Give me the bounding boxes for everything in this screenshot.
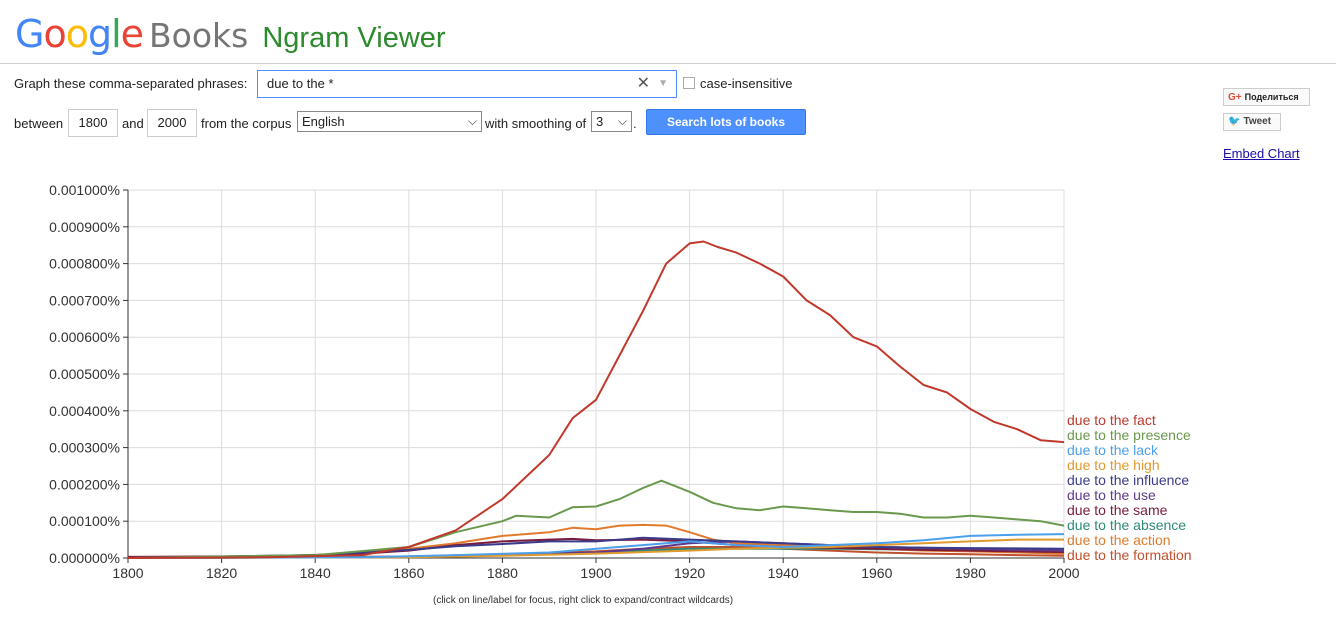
phrases-label: Graph these comma-separated phrases: [14, 76, 248, 91]
legend-label[interactable]: due to the absence [1067, 517, 1186, 533]
series-line[interactable] [127, 240, 1065, 559]
chevron-down-icon[interactable]: ▼ [658, 78, 668, 89]
clear-icon[interactable]: ✕ [636, 75, 650, 92]
chevron-down-icon: ⌵ [617, 114, 627, 128]
series-line[interactable] [127, 536, 1065, 559]
y-tick-label: 0.000100% [49, 513, 120, 529]
x-tick-label: 1820 [206, 565, 237, 581]
tweet-label: Tweet [1243, 116, 1272, 127]
between-label: between [14, 116, 64, 131]
start-year-input[interactable]: 1800 [68, 109, 118, 137]
legend-label[interactable]: due to the same [1067, 502, 1168, 518]
legend-label[interactable]: due to the presence [1067, 427, 1191, 443]
x-tick-label: 1840 [300, 565, 331, 581]
x-tick-label: 1940 [768, 565, 799, 581]
legend-label[interactable]: due to the fact [1067, 412, 1156, 428]
google-plus-icon: G+ [1228, 92, 1242, 103]
gplus-share-button[interactable]: G+ Поделиться [1223, 88, 1310, 106]
gplus-share-label: Поделиться [1244, 92, 1299, 102]
y-tick-label: 0.000400% [49, 403, 120, 419]
corpus-select[interactable]: English ⌵ [297, 111, 482, 132]
embed-chart-link[interactable]: Embed Chart [1223, 146, 1300, 161]
y-tick-label: 0.000600% [49, 329, 120, 345]
header-divider [0, 63, 1336, 64]
y-tick-label: 0.000900% [49, 219, 120, 235]
app-title: Ngram Viewer [262, 22, 446, 54]
x-tick-label: 1860 [393, 565, 424, 581]
x-tick-label: 1900 [580, 565, 611, 581]
search-button[interactable]: Search lots of books [646, 109, 806, 135]
y-tick-label: 0.000500% [49, 366, 120, 382]
y-tick-label: 0.000700% [49, 292, 120, 308]
corpus-value: English [302, 114, 345, 129]
y-tick-label: 0.001000% [49, 182, 120, 198]
logo-letter: o [65, 12, 89, 56]
and-label: and [122, 116, 144, 131]
logo-letter: l [111, 12, 122, 56]
y-tick-label: 0.000000% [49, 550, 120, 566]
x-tick-label: 1960 [861, 565, 892, 581]
case-insensitive-label: case-insensitive [700, 76, 793, 91]
logo-letter: g [87, 12, 112, 56]
series-line[interactable] [127, 533, 1065, 559]
query-value: due to the * [267, 76, 334, 91]
legend-label[interactable]: due to the high [1067, 457, 1160, 473]
corpus-label: from the corpus [201, 116, 292, 131]
series-line[interactable] [127, 479, 1065, 559]
y-tick-label: 0.000300% [49, 440, 120, 456]
logo-letter: o [43, 12, 66, 56]
twitter-bird-icon: 🐦 [1228, 116, 1241, 127]
legend-label[interactable]: due to the lack [1067, 442, 1159, 458]
logo-google: Google [15, 12, 144, 56]
logo-letter: e [120, 12, 144, 56]
chevron-down-icon: ⌵ [467, 114, 477, 128]
google-books-logo[interactable]: Google Books Ngram Viewer [15, 12, 446, 62]
phrase-search-input[interactable]: due to the * ✕ ▼ [257, 70, 677, 98]
smoothing-select[interactable]: 3 ⌵ [591, 111, 632, 132]
period: . [633, 116, 637, 131]
y-tick-label: 0.000800% [49, 256, 120, 272]
logo-letter: G [15, 12, 44, 56]
x-tick-label: 1880 [487, 565, 518, 581]
x-tick-label: 2000 [1048, 565, 1079, 581]
x-tick-label: 1800 [112, 565, 143, 581]
legend-label[interactable]: due to the action [1067, 532, 1171, 548]
smoothing-label: with smoothing of [485, 116, 587, 131]
chart-footer-note: (click on line/label for focus, right cl… [433, 595, 734, 606]
legend-label[interactable]: due to the use [1067, 487, 1156, 503]
case-insensitive-checkbox[interactable] [683, 77, 695, 89]
y-tick-label: 0.000200% [49, 476, 120, 492]
x-tick-label: 1980 [955, 565, 986, 581]
legend-label[interactable]: due to the influence [1067, 472, 1189, 488]
tweet-button[interactable]: 🐦 Tweet [1223, 113, 1281, 131]
logo-books: Books [149, 16, 249, 55]
smoothing-value: 3 [596, 114, 604, 129]
legend-label[interactable]: due to the formation [1067, 547, 1192, 563]
end-year-input[interactable]: 2000 [147, 109, 197, 137]
x-tick-label: 1920 [674, 565, 705, 581]
